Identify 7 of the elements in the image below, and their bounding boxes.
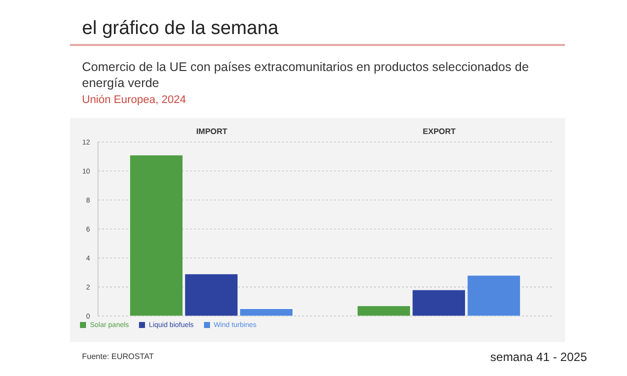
x-tick-label: IMPORT xyxy=(196,127,228,136)
chart-subtitle: Unión Europea, 2024 xyxy=(82,94,186,106)
x-tick-label: EXPORT xyxy=(422,127,456,136)
source-note: Fuente: EUROSTAT xyxy=(82,352,154,361)
text: el gráfico de la semana xyxy=(82,18,278,40)
chart-title: Comercio de la UE con países extracomunitarios en productos seleccionados de energía verde xyxy=(82,59,530,91)
text: semana 41 - 2025 xyxy=(490,350,587,364)
